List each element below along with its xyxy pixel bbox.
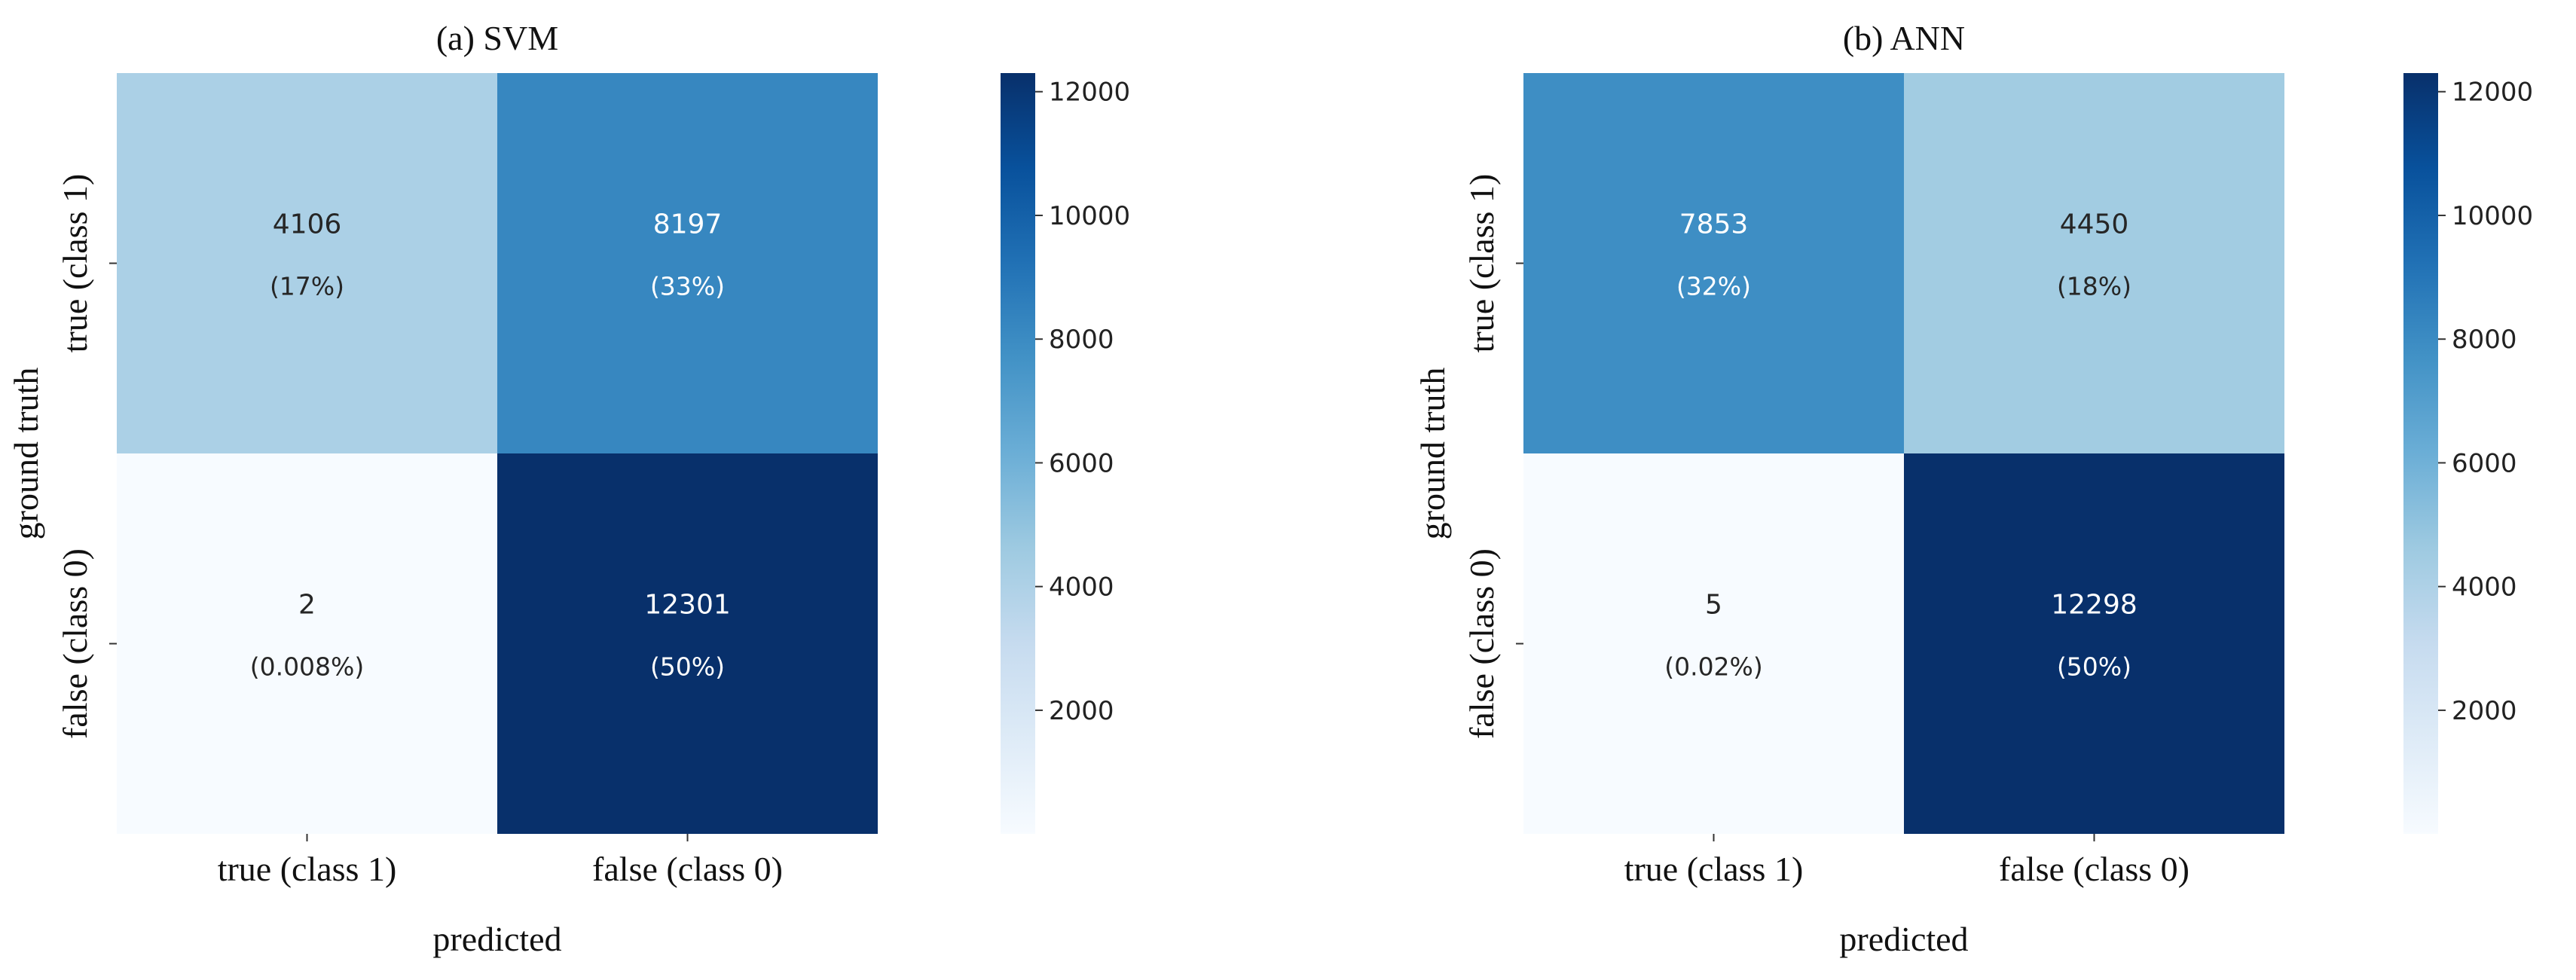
cell-value-label: 12301 [644, 590, 731, 621]
cell-percent-label: (0.02%) [1664, 652, 1763, 682]
panel-title: (b) ANN [1843, 19, 1965, 57]
cell-value-label: 8197 [653, 209, 723, 240]
cell-percent-label: (33%) [650, 272, 725, 301]
x-tick-label: true (class 1) [1624, 850, 1804, 888]
colorbar-tick-label: 8000 [2452, 325, 2517, 355]
x-axis-label: predicted [432, 920, 561, 958]
heatmap-cell [1523, 73, 1904, 453]
heatmap-cell [117, 73, 497, 453]
panel-ann: (b) ANN 7853 (32%) 4450 (18%) 5 (0.02%) 12298 (5… [1413, 19, 2533, 958]
colorbar-tick-label: 4000 [2452, 572, 2517, 603]
cell-percent-label: (50%) [2057, 652, 2131, 682]
cell-value-label: 5 [1705, 590, 1722, 621]
cell-percent-label: (50%) [650, 652, 725, 682]
heatmap-cell [497, 73, 878, 453]
x-tick-label: false (class 0) [592, 850, 783, 888]
colorbar [1001, 73, 1035, 834]
panel-svm: (a) SVM 4106 (17%) 8197 (33%) 2 (0.008%) 12301 (… [7, 19, 1130, 958]
y-tick-label: false (class 0) [56, 548, 94, 739]
heatmap-cell [497, 453, 878, 834]
y-tick-label: false (class 0) [1462, 548, 1501, 739]
x-axis-label: predicted [1839, 920, 1968, 958]
x-tick-label: false (class 0) [1999, 850, 2189, 888]
colorbar-tick-label: 2000 [2452, 696, 2517, 726]
colorbar-tick-label: 6000 [1049, 448, 1114, 478]
y-tick-label: true (class 1) [56, 174, 94, 353]
cell-percent-label: (0.008%) [250, 652, 365, 682]
y-axis-label: ground truth [1413, 368, 1452, 540]
heatmap-cell [117, 453, 497, 834]
cell-value-label: 4450 [2060, 209, 2129, 240]
y-axis-label: ground truth [7, 368, 45, 540]
heatmap-cell [1523, 453, 1904, 834]
panel-title: (a) SVM [436, 19, 558, 57]
colorbar-tick-label: 12000 [2452, 78, 2533, 108]
colorbar [2403, 73, 2438, 834]
colorbar-tick-label: 2000 [1049, 696, 1114, 726]
colorbar-tick-label: 12000 [1049, 78, 1130, 108]
colorbar-tick-label: 8000 [1049, 325, 1114, 355]
cell-value-label: 7853 [1679, 209, 1749, 240]
cell-value-label: 2 [298, 590, 316, 621]
cell-percent-label: (18%) [2057, 272, 2131, 301]
heatmap-cell [1904, 73, 2284, 453]
y-tick-label: true (class 1) [1462, 174, 1501, 353]
colorbar-tick-label: 10000 [1049, 201, 1130, 231]
cell-value-label: 4106 [273, 209, 342, 240]
colorbar-tick-label: 4000 [1049, 572, 1114, 603]
cell-value-label: 12298 [2051, 590, 2137, 621]
heatmap-cell [1904, 453, 2284, 834]
cell-percent-label: (32%) [1676, 272, 1751, 301]
colorbar-tick-label: 10000 [2452, 201, 2533, 231]
cell-percent-label: (17%) [270, 272, 344, 301]
colorbar-tick-label: 6000 [2452, 448, 2517, 478]
x-tick-label: true (class 1) [218, 850, 397, 888]
